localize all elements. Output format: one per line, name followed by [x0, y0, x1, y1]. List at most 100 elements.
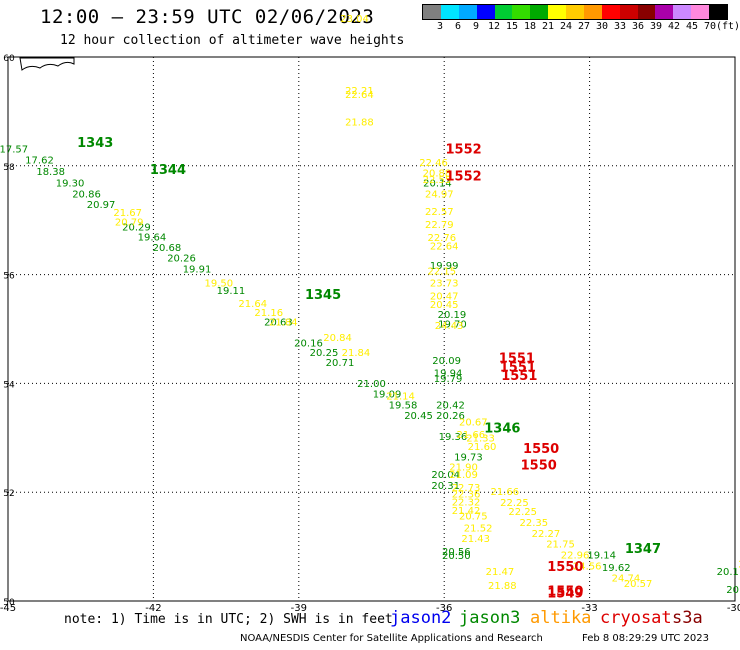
wave-height-value: 22.25	[500, 498, 529, 509]
wave-height-value: 20.29	[122, 223, 151, 234]
pass-time-label: 1345	[305, 288, 341, 303]
wave-height-value: 21	[738, 559, 740, 570]
y-tick-label: 56	[3, 272, 15, 282]
legend-swatch	[566, 5, 584, 19]
wave-height-value: 20.97	[87, 200, 116, 211]
wave-height-value: 19.99	[430, 261, 459, 272]
legend-swatch	[637, 5, 656, 19]
wave-height-value: 21.64	[238, 299, 267, 310]
legend-swatch	[494, 5, 513, 19]
legend-tick-label: 3	[436, 21, 444, 32]
legend-tick-label: 27	[577, 21, 591, 32]
wave-height-value: 24.97	[425, 189, 454, 200]
x-tick-label: -30	[727, 603, 740, 614]
wave-height-value: 20.45	[430, 300, 459, 311]
wave-height-value: 20.88	[423, 169, 452, 180]
legend-tick-label: 42	[667, 21, 681, 32]
wave-height-value: 20.19	[438, 310, 467, 321]
legend-swatch	[601, 5, 620, 19]
legend-tick-label: 45	[685, 21, 699, 32]
wave-height-value: 20.84	[323, 333, 352, 344]
pass-time-label: 1551	[501, 369, 537, 384]
legend-swatch	[619, 5, 638, 19]
wave-height-value: 20.42	[436, 400, 465, 411]
pass-time-label: 1550	[547, 560, 583, 575]
wave-height-value: 20.68	[153, 243, 182, 254]
wave-height-value: 20.26	[167, 254, 196, 265]
wave-height-value: 19.79	[434, 374, 463, 385]
legend-tick-label: 9	[472, 21, 480, 32]
legend-unit: (ft)	[716, 21, 740, 32]
pass-time-label: 1552	[445, 142, 481, 157]
legend-swatch	[548, 5, 566, 19]
legend-tick-label: 12	[487, 21, 501, 32]
wave-height-value: 21.16	[254, 308, 283, 319]
wave-height-value: 22.64	[430, 242, 459, 253]
wave-height-value: 21.88	[488, 581, 517, 592]
wave-height-value: 21.90	[449, 462, 478, 473]
coastline	[19, 57, 75, 71]
y-tick-label: 50	[3, 598, 15, 608]
wave-height-value: 20.75	[459, 511, 488, 522]
satellite-jason2: jason2	[390, 608, 452, 628]
wave-height-value: 18.38	[36, 167, 65, 178]
wave-height-value: 21.84	[342, 348, 371, 359]
legend-swatch	[655, 5, 674, 19]
legend-tick-label: 30	[595, 21, 609, 32]
wave-height-value: 22.96	[561, 551, 590, 562]
pass-time-label: 1549	[547, 587, 583, 602]
wave-height-value: 22.15	[427, 267, 456, 278]
wave-height-value: 19.58	[389, 400, 418, 411]
credit-line: NOAA/NESDIS Center for Satellite Applica…	[240, 633, 543, 644]
wave-height-value: 19.62	[602, 563, 631, 574]
pass-time-label: 1344	[150, 163, 186, 178]
wave-height-value: 22.57	[425, 207, 454, 218]
chart-title: 12:00 – 23:59 UTC 02/06/2023	[40, 6, 375, 28]
wave-height-value: 20.25	[310, 348, 339, 359]
wave-height-value: 21.52	[464, 523, 493, 534]
satellite-altika: altika	[530, 608, 592, 628]
satellite-jason3: jason3	[459, 608, 521, 628]
wave-height-value: 22.32	[452, 497, 481, 508]
wave-height-value: 22.79	[425, 220, 454, 231]
footnote: note: 1) Time is in UTC; 2) SWH is in fe…	[64, 612, 393, 627]
x-tick-label: -39	[291, 603, 307, 614]
wave-height-value: 19.14	[587, 551, 616, 562]
y-tick-label: 52	[3, 489, 14, 499]
wave-height-value: 21.84	[269, 318, 298, 329]
wave-height-value: 21.42	[452, 506, 481, 517]
pass-time-label: 1551	[499, 352, 535, 367]
wave-height-value: 20.47	[430, 292, 459, 303]
y-tick-label: 58	[3, 163, 15, 173]
wave-height-value: 19.73	[454, 453, 483, 464]
legend-tick-label: 6	[454, 21, 462, 32]
wave-height-value: 22.64	[345, 90, 374, 101]
legend-tick-label: 24	[559, 21, 573, 32]
wave-height-value: 23.73	[430, 279, 459, 290]
pass-time-label: 1550	[547, 585, 583, 600]
wave-height-value: 20.04	[431, 470, 460, 481]
wave-height-value: 20.14	[423, 178, 452, 189]
x-tick-label: -45	[0, 603, 16, 614]
wave-height-value: 20.57	[624, 579, 653, 590]
wave-height-value: 21.14	[386, 392, 415, 403]
wave-height-value: 20.31	[431, 481, 460, 492]
pass-time-label: 1343	[77, 136, 113, 151]
wave-height-value: 21.47	[486, 567, 515, 578]
wave-height-value: 19.50	[205, 279, 234, 290]
wave-height-value: 22.36	[452, 490, 481, 501]
pass-time-label: 1552	[445, 169, 481, 184]
legend-swatch	[530, 5, 549, 19]
legend-tick-label: 33	[613, 21, 627, 32]
pass-time-label: 1550	[521, 458, 557, 473]
wave-height-value: 17.57	[0, 145, 28, 156]
legend-swatch	[423, 5, 441, 19]
wave-height-value: 21.33	[466, 434, 495, 445]
wave-height-value: 21.66	[457, 430, 486, 441]
wave-height-value: 24.43	[435, 321, 464, 332]
legend-tick-label: 39	[649, 21, 663, 32]
wave-height-value: 19.64	[138, 232, 167, 243]
wave-height-value: 21.88	[345, 118, 374, 129]
wave-height-value: 24.74	[612, 573, 641, 584]
